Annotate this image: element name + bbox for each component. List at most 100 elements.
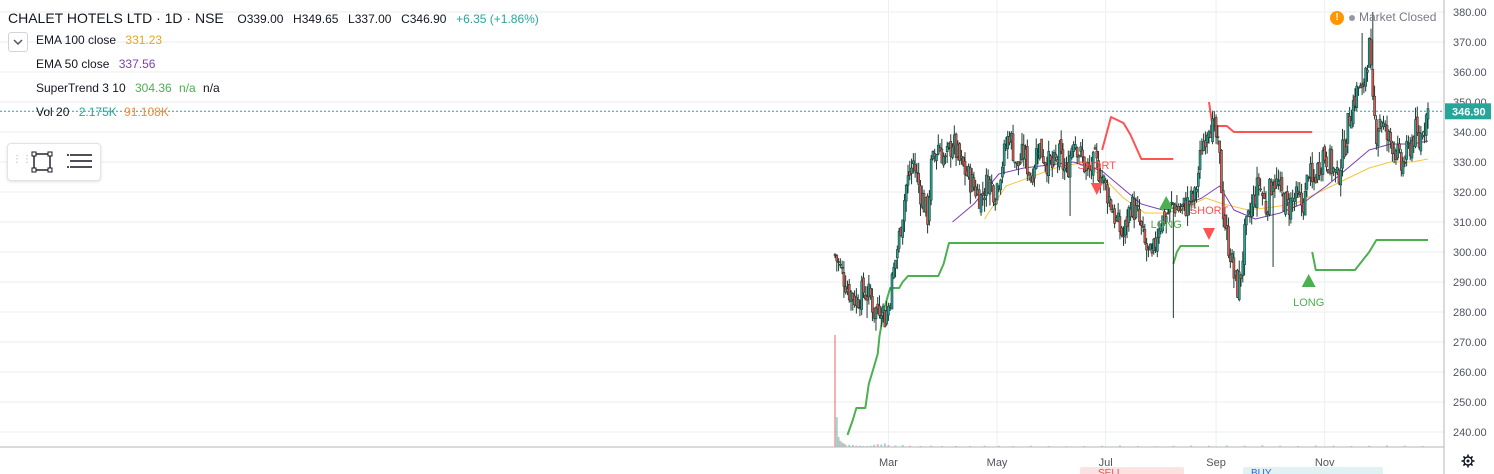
volume-bar [839, 440, 842, 447]
indicator-value: 304.36 [134, 81, 172, 95]
candle-up [1123, 220, 1127, 236]
candle-down [1027, 172, 1031, 176]
candle-up [1180, 204, 1184, 207]
candle-up [890, 273, 894, 310]
candle-up [1216, 136, 1220, 139]
volume-bar [855, 445, 858, 447]
candle-down [1081, 149, 1084, 158]
candle-up [928, 196, 931, 222]
chart-grid [0, 0, 1444, 447]
candle-down [1360, 83, 1364, 88]
price-tick-label: 240.00 [1453, 427, 1487, 439]
candle-down [1136, 205, 1140, 207]
candle-down [1139, 221, 1143, 226]
volume-bar [858, 445, 861, 447]
candle-down [871, 296, 874, 313]
candle-down [1223, 215, 1227, 228]
candle-down [842, 272, 846, 287]
candle-down [1113, 208, 1116, 224]
candle-up [944, 155, 947, 158]
volume-bar [848, 444, 851, 447]
price-tick-label: 320.00 [1453, 187, 1487, 199]
volume-bar [876, 444, 879, 447]
indicator-label: SuperTrend 3 10 [36, 81, 126, 95]
ohlc-low: L337.00 [348, 12, 392, 26]
price-tick-label: 310.00 [1453, 217, 1487, 229]
candle-down [1325, 156, 1328, 168]
volume-bar [1101, 445, 1104, 447]
volume-bar [1314, 445, 1317, 447]
supertrend-short-line [1101, 116, 1174, 160]
candle-down [878, 305, 881, 316]
short-signal-label: SHORT [1078, 160, 1117, 172]
candle-down [1141, 226, 1145, 228]
time-axis: Mar May Jul Sep Nov SELL BUY [0, 446, 1444, 474]
candle-down [865, 296, 869, 301]
price-tick-label: 360.00 [1453, 67, 1487, 79]
volume-bars [834, 335, 1424, 447]
time-tick-label: Nov [1315, 457, 1335, 469]
candle-down [1323, 146, 1327, 161]
candle-down [869, 287, 872, 296]
long-signal-label: LONG [1151, 219, 1182, 231]
candle-up [993, 203, 997, 206]
candle-down [1104, 180, 1107, 184]
collapse-legend-button[interactable] [8, 32, 28, 52]
candle-up [904, 184, 908, 202]
candle-down [913, 164, 917, 172]
candle-down [1389, 131, 1392, 142]
warning-icon: ! [1330, 10, 1344, 25]
long-signal-label: LONG [1293, 297, 1324, 309]
candle-up [1401, 161, 1405, 174]
candle-up [988, 179, 992, 195]
gear-icon[interactable] [1461, 454, 1475, 468]
price-tick-label: 290.00 [1453, 277, 1487, 289]
indicator-volume[interactable]: Vol 20 2.175K 91.108K [36, 105, 175, 119]
volume-bar [983, 445, 986, 447]
candle-up [1058, 143, 1061, 167]
drag-handle-icon[interactable]: ⋮⋮ [12, 154, 32, 165]
candle-up [1170, 201, 1173, 204]
candle-down [1075, 147, 1079, 158]
candle-up [1068, 155, 1072, 178]
candle-up [1321, 150, 1325, 175]
candle-down [1061, 149, 1065, 170]
chart-header: CHALET HOTELS LTD · 1D · NSE O339.00 H34… [8, 10, 539, 26]
market-status[interactable]: ! Market Closed [1330, 10, 1436, 25]
candle-up [1424, 114, 1428, 136]
candle-up [1241, 260, 1245, 277]
candle-up [1284, 192, 1287, 215]
candle-down [1097, 160, 1100, 181]
volume-bar [880, 444, 883, 447]
candle-down [1011, 133, 1015, 162]
volume-bar [1403, 445, 1406, 447]
indicator-supertrend[interactable]: SuperTrend 3 10 304.36 n/a n/a [36, 81, 226, 95]
status-dot [1349, 14, 1355, 21]
menu-lines-icon[interactable] [66, 151, 94, 173]
candle-up [1063, 167, 1067, 172]
indicator-ema100[interactable]: EMA 100 close 331.23 [36, 33, 168, 47]
long-signal-arrow [1159, 196, 1174, 209]
drawing-toolbox[interactable]: ⋮⋮ [7, 143, 101, 181]
volume-bar [842, 443, 845, 447]
indicator-ema50[interactable]: EMA 50 close 337.56 [36, 57, 161, 71]
candle-up [1405, 140, 1408, 160]
candle-down [1264, 200, 1268, 214]
candle-up [874, 307, 878, 320]
candle-down [1218, 140, 1221, 153]
time-tick-label: Mar [879, 457, 898, 469]
symbol-title[interactable]: CHALET HOTELS LTD · 1D · NSE [8, 10, 224, 26]
candle-up [1243, 224, 1246, 265]
candle-down [958, 143, 961, 161]
candle-up [1205, 134, 1209, 143]
candle-up [894, 259, 897, 269]
candle-up [1426, 108, 1430, 120]
rectangle-icon[interactable] [30, 151, 54, 173]
candle-up [999, 179, 1002, 191]
candle-down [835, 254, 839, 262]
candle-up [1102, 175, 1106, 182]
candle-up [1148, 244, 1152, 251]
candle-up [979, 194, 983, 213]
candle-down [1296, 190, 1300, 194]
